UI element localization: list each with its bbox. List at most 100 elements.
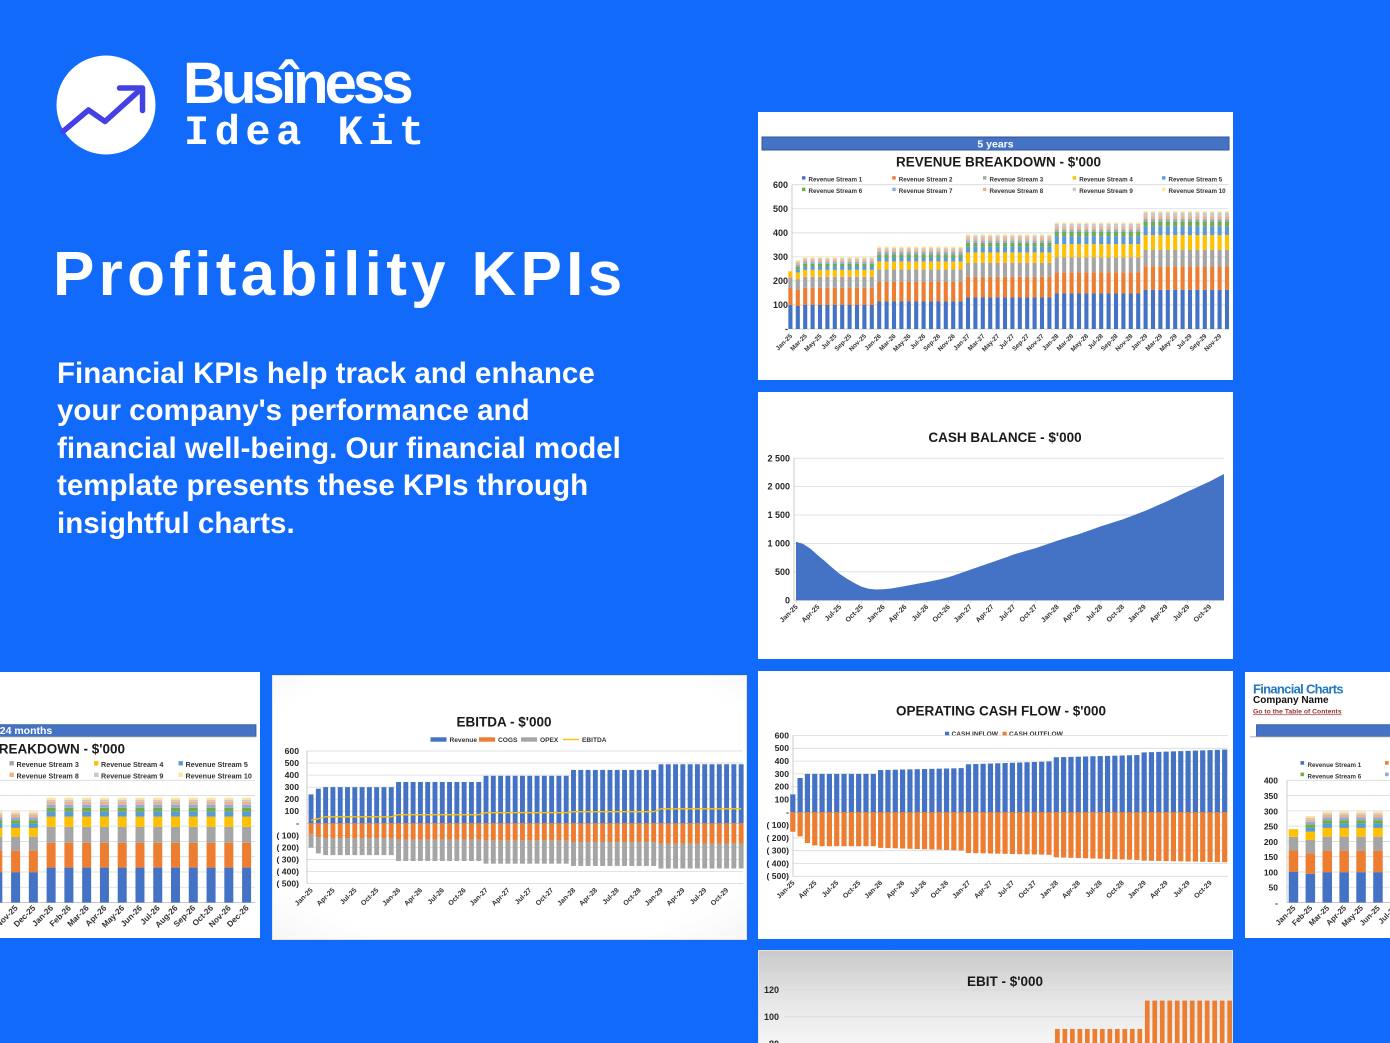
svg-text:Jul-26: Jul-26	[911, 604, 930, 623]
svg-text:400: 400	[285, 770, 300, 780]
svg-text:Jan-25: Jan-25	[294, 887, 315, 908]
svg-text:COGS: COGS	[498, 737, 518, 744]
svg-text:600: 600	[773, 180, 788, 190]
svg-text:Apr-26: Apr-26	[403, 887, 424, 908]
svg-text:400: 400	[1264, 776, 1278, 786]
svg-text:250: 250	[1264, 822, 1278, 832]
svg-text:Jul-29: Jul-29	[1172, 604, 1191, 623]
svg-text:REVENUE BREAKDOWN - $'000: REVENUE BREAKDOWN - $'000	[896, 154, 1101, 169]
svg-text:Jul-28: Jul-28	[602, 887, 621, 906]
svg-text:1 000: 1 000	[767, 539, 790, 549]
svg-text:Apr-28: Apr-28	[578, 887, 599, 908]
svg-text:Go to the Table of Contents: Go to the Table of Contents	[1253, 708, 1342, 715]
svg-text:Jul-28: Jul-28	[1085, 604, 1104, 623]
svg-text:350: 350	[1264, 791, 1278, 801]
svg-text:200: 200	[285, 794, 300, 804]
svg-text:Jan-27: Jan-27	[951, 880, 972, 901]
svg-text:Jan-29: Jan-29	[1127, 880, 1148, 901]
svg-text:Jul-26: Jul-26	[427, 887, 446, 906]
svg-text:Apr-25: Apr-25	[316, 887, 337, 908]
svg-text:Oct-26: Oct-26	[447, 887, 467, 907]
svg-text:Revenue Stream 9: Revenue Stream 9	[101, 772, 163, 781]
svg-text:Jan-27: Jan-27	[469, 887, 490, 908]
svg-text:Oct-29: Oct-29	[1193, 880, 1213, 900]
svg-text:Financial Charts: Financial Charts	[1253, 681, 1343, 696]
svg-text:200: 200	[1264, 837, 1278, 847]
svg-text:Revenue: Revenue	[450, 737, 478, 744]
svg-text:2 500: 2 500	[767, 453, 790, 463]
svg-text:Jan-29: Jan-29	[644, 887, 665, 908]
svg-text:150: 150	[1264, 852, 1278, 862]
svg-text:Oct-26: Oct-26	[930, 880, 950, 900]
svg-text:Apr-26: Apr-26	[886, 880, 907, 901]
svg-text:Jan-25: Jan-25	[779, 604, 800, 625]
svg-text:( 200): ( 200)	[277, 842, 300, 852]
svg-text:Revenue Stream 9: Revenue Stream 9	[1079, 188, 1133, 195]
svg-text:Apr-25: Apr-25	[798, 880, 819, 901]
svg-text:Jan-29: Jan-29	[1127, 604, 1148, 625]
svg-text:Apr-28: Apr-28	[1061, 880, 1082, 901]
svg-text:-: -	[785, 324, 788, 334]
svg-text:-: -	[786, 807, 789, 817]
svg-text:500: 500	[285, 758, 300, 768]
svg-text:100: 100	[775, 794, 790, 804]
svg-text:Revenue Stream 6: Revenue Stream 6	[1308, 774, 1362, 781]
svg-text:-: -	[296, 818, 299, 828]
svg-text:CASH OUTFLOW: CASH OUTFLOW	[1009, 731, 1064, 738]
svg-text:Apr-25: Apr-25	[801, 604, 822, 625]
svg-text:Apr-29: Apr-29	[1149, 880, 1170, 901]
svg-text:Jan-28: Jan-28	[1040, 604, 1061, 625]
svg-text:CASH INFLOW: CASH INFLOW	[952, 731, 999, 738]
svg-text:EBITDA - $'000: EBITDA - $'000	[457, 714, 552, 729]
svg-text:Oct-27: Oct-27	[1018, 880, 1038, 900]
svg-text:100: 100	[1264, 867, 1278, 877]
svg-text:( 300): ( 300)	[767, 846, 790, 856]
svg-text:Apr-26: Apr-26	[888, 604, 909, 625]
svg-text:Apr-28: Apr-28	[1062, 604, 1083, 625]
svg-text:300: 300	[285, 782, 300, 792]
svg-text:100: 100	[285, 806, 300, 816]
svg-text:Jul-26: Jul-26	[909, 880, 928, 899]
svg-text:120: 120	[764, 985, 779, 995]
svg-text:300: 300	[773, 252, 788, 262]
svg-text:Jul-25: Jul-25	[1377, 903, 1390, 926]
svg-text:Revenue Stream 4: Revenue Stream 4	[1079, 176, 1133, 183]
svg-text:Revenue Stream 2: Revenue Stream 2	[899, 176, 953, 183]
svg-text:600: 600	[775, 730, 790, 740]
svg-text:Revenue Stream 3: Revenue Stream 3	[17, 760, 79, 769]
svg-text:300: 300	[775, 769, 790, 779]
svg-text:Apr-29: Apr-29	[1149, 604, 1170, 625]
svg-text:( 100): ( 100)	[277, 830, 300, 840]
svg-text:Revenue Stream 10: Revenue Stream 10	[1169, 188, 1227, 195]
svg-text:1 500: 1 500	[767, 510, 790, 520]
svg-text:REVENUE BREAKDOWN - $'000: REVENUE BREAKDOWN - $'000	[0, 742, 125, 757]
svg-text:-: -	[1275, 898, 1278, 908]
svg-text:( 200): ( 200)	[767, 833, 790, 843]
svg-text:400: 400	[773, 228, 788, 238]
svg-text:Jul-25: Jul-25	[824, 604, 843, 623]
svg-text:Oct-27: Oct-27	[535, 887, 555, 907]
svg-text:CASH BALANCE - $'000: CASH BALANCE - $'000	[928, 430, 1081, 445]
svg-text:Jan-28: Jan-28	[556, 887, 577, 908]
svg-text:Jul-28: Jul-28	[1085, 880, 1104, 899]
svg-text:Jan-27: Jan-27	[953, 604, 974, 625]
svg-text:Oct-28: Oct-28	[622, 887, 642, 907]
svg-text:Nov-29: Nov-29	[1203, 333, 1223, 353]
svg-text:Jan-28: Jan-28	[1039, 880, 1060, 901]
svg-text:500: 500	[775, 567, 790, 577]
svg-text:Oct-29: Oct-29	[1193, 604, 1213, 624]
svg-text:Oct-25: Oct-25	[842, 880, 862, 900]
svg-text:500: 500	[775, 743, 790, 753]
svg-text:( 400): ( 400)	[767, 858, 790, 868]
svg-text:( 100): ( 100)	[767, 820, 790, 830]
svg-text:Revenue Stream 4: Revenue Stream 4	[101, 760, 163, 769]
svg-text:100: 100	[773, 300, 788, 310]
svg-text:Oct-28: Oct-28	[1105, 880, 1125, 900]
svg-text:5 years: 5 years	[977, 138, 1013, 150]
svg-text:Jul-27: Jul-27	[514, 887, 533, 906]
svg-text:Revenue Stream 8: Revenue Stream 8	[990, 188, 1044, 195]
svg-text:Oct-26: Oct-26	[932, 604, 952, 624]
svg-text:Jan-26: Jan-26	[866, 604, 887, 625]
svg-text:Revenue Stream 5: Revenue Stream 5	[186, 760, 248, 769]
svg-text:( 300): ( 300)	[277, 854, 300, 864]
